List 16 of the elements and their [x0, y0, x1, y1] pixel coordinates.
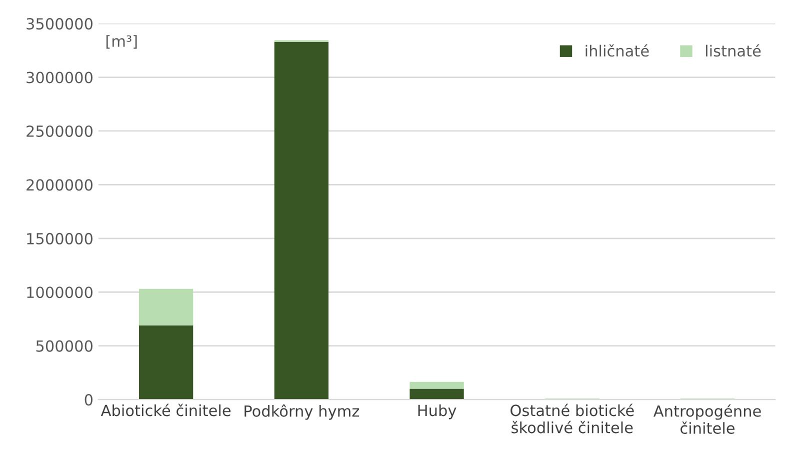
legend-label: listnaté: [706, 44, 761, 57]
x-tick-label: Podkôrny hymz: [244, 404, 360, 420]
y-axis-title: [m³]: [106, 35, 137, 49]
y-tick-label: 0: [84, 394, 92, 406]
x-tick-label: Ostatné biotické škodlivé činitele: [510, 404, 634, 434]
x-tick-label: Abiotické činitele: [100, 404, 231, 416]
y-tick-label: 500000: [36, 340, 92, 352]
y-tick-label: 1500000: [27, 232, 92, 244]
y-tick-label: 1000000: [27, 286, 92, 298]
legend-label: ihličnaté: [586, 44, 649, 57]
x-tick-label: Huby: [418, 404, 456, 420]
x-tick-label: Antropogénne činitele: [653, 404, 761, 434]
y-tick-label: 3000000: [26, 72, 92, 84]
y-tick-label: 2000000: [26, 179, 92, 191]
y-tick-label: 2500000: [26, 125, 92, 138]
y-tick-label: 3500000: [26, 18, 92, 30]
